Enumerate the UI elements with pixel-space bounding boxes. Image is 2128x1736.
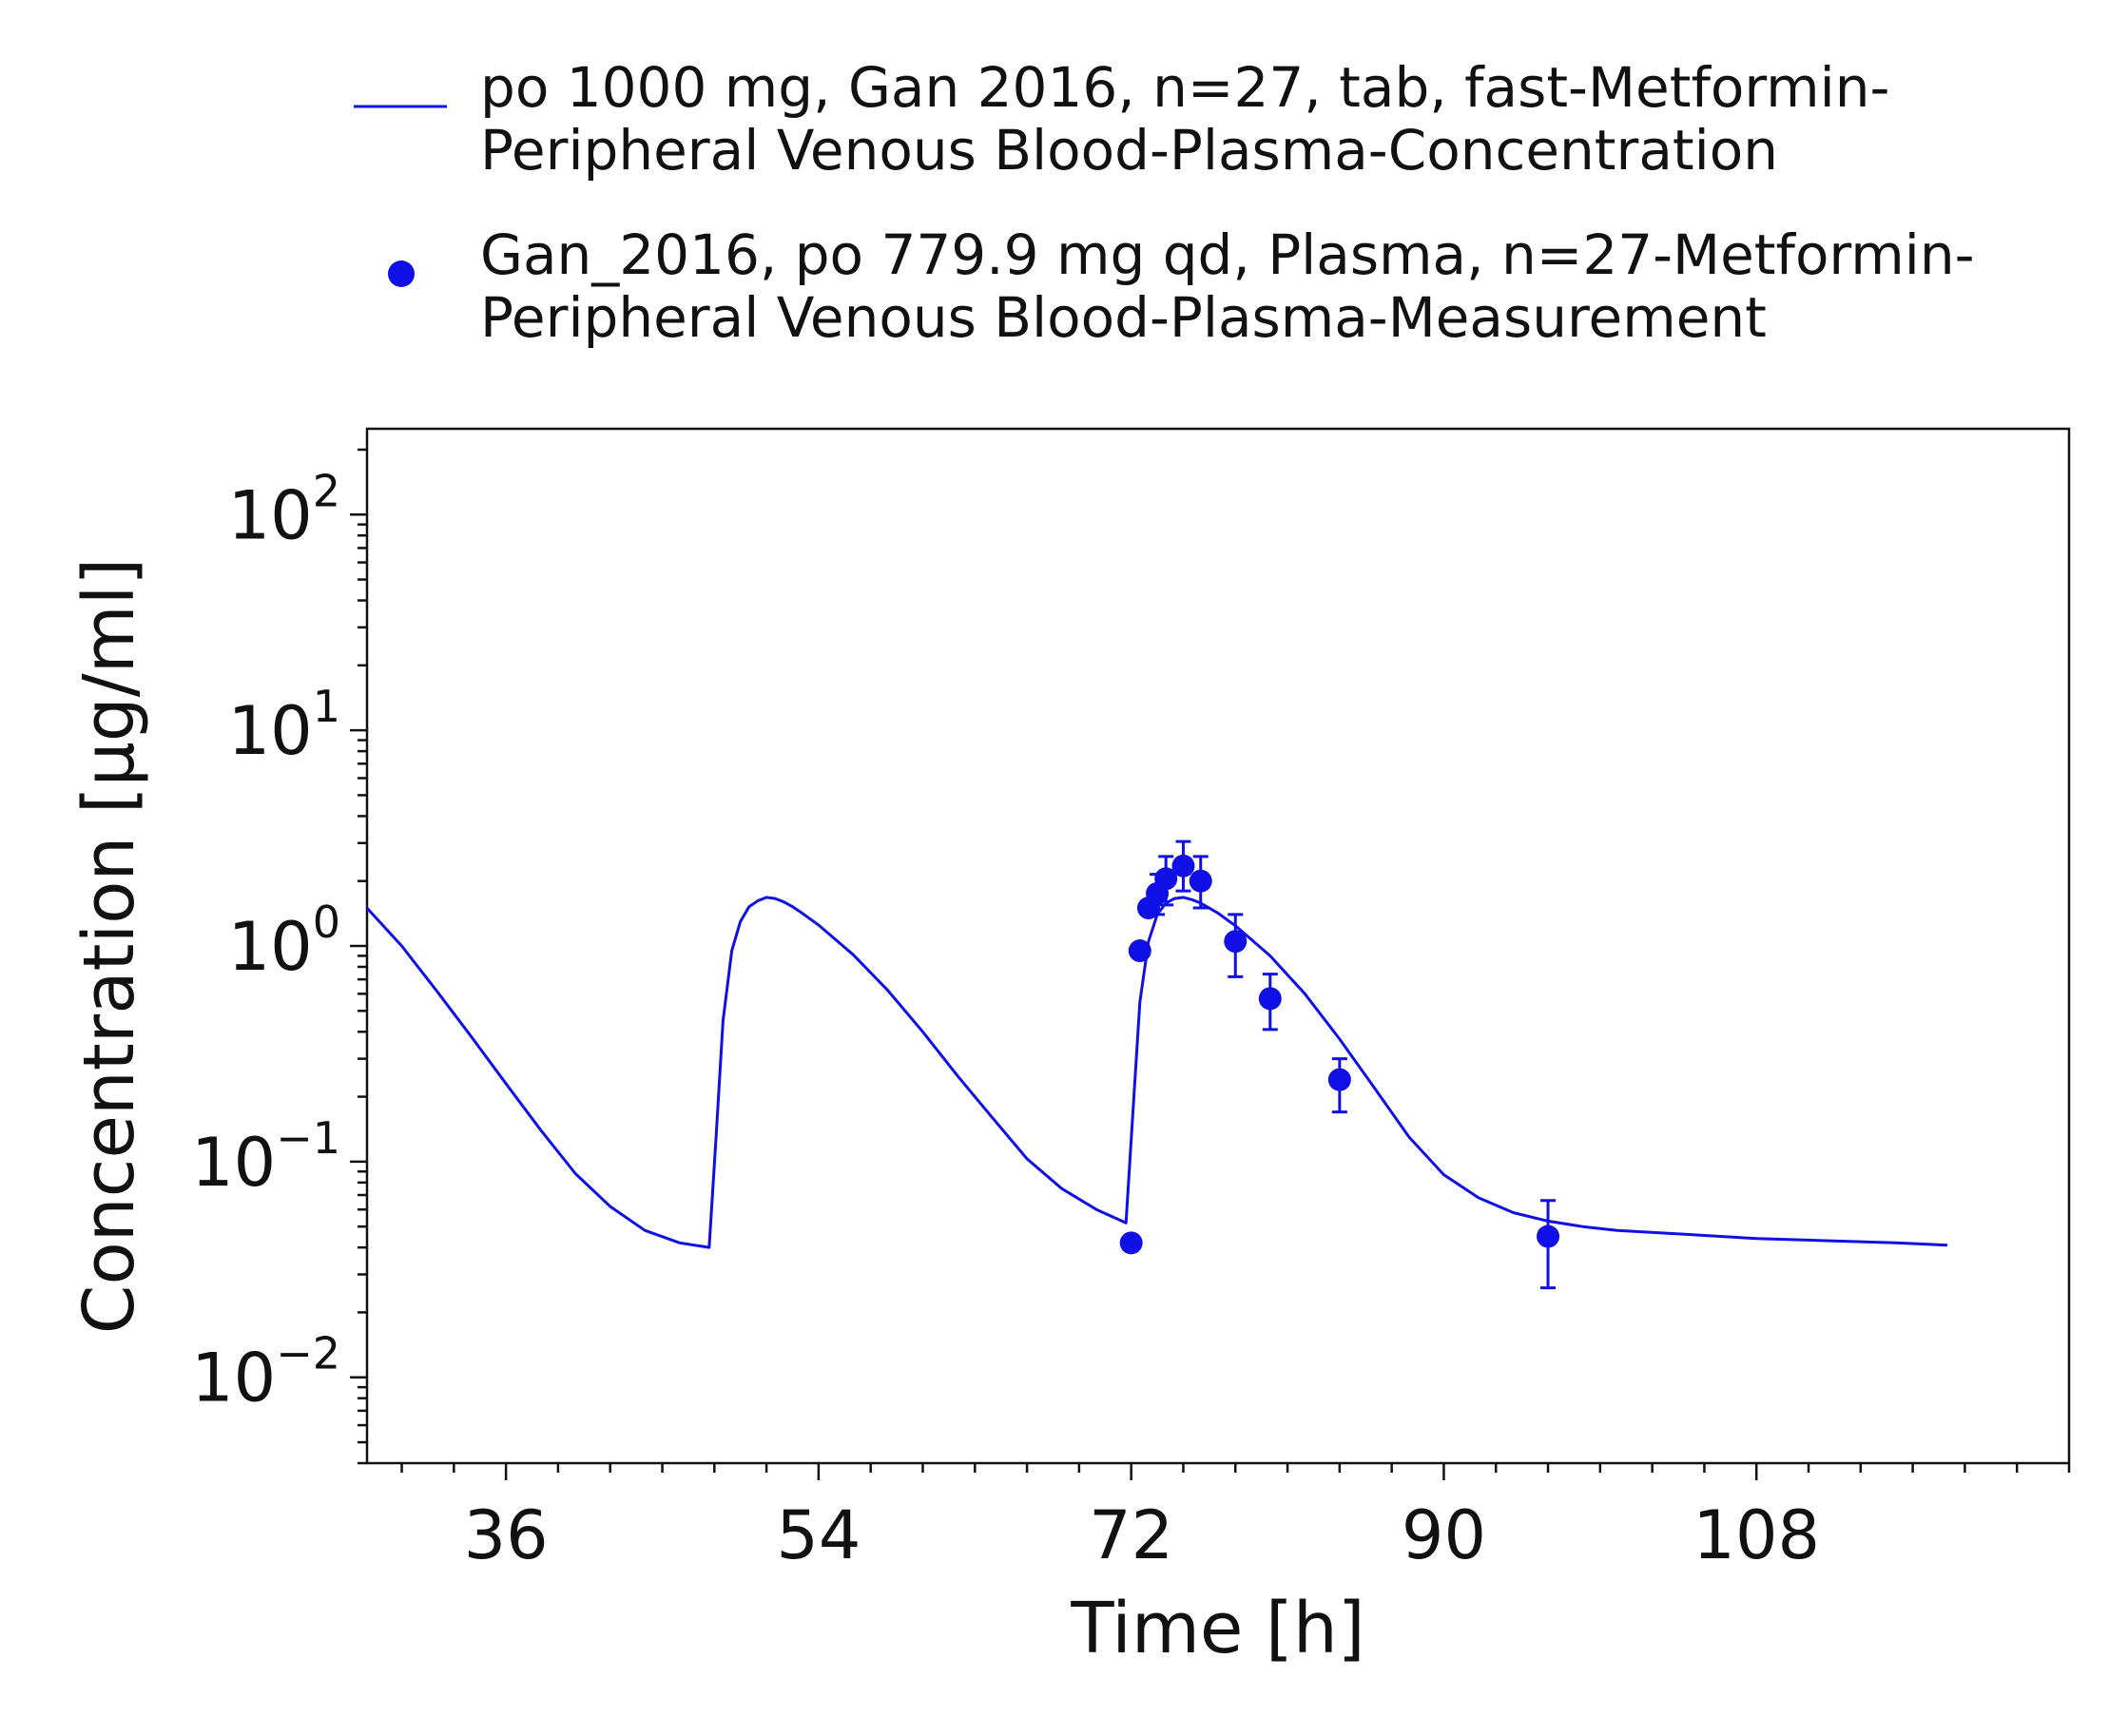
data-point (1154, 867, 1178, 891)
data-point (1119, 1231, 1143, 1255)
y-tick-label: 10−2 (191, 1328, 340, 1418)
legend-marker-swatch (388, 260, 415, 287)
series-line (367, 896, 1948, 1249)
series-layer (367, 839, 1948, 1290)
y-tick-label: 102 (228, 465, 340, 554)
y-tick-label: 100 (228, 897, 340, 986)
legend-item: Gan_2016, po 779.9 mg qd, Plasma, n=27-M… (388, 222, 1975, 350)
x-axis-label: Time [h] (1070, 1588, 1364, 1669)
y-tick-label: 10−1 (191, 1112, 340, 1202)
legend-label: Peripheral Venous Blood-Plasma-Measureme… (480, 285, 1767, 350)
legend-item: po 1000 mg, Gan 2016, n=27, tab, fast-Me… (354, 55, 1889, 183)
data-point (1327, 1068, 1351, 1091)
x-tick-label: 36 (464, 1496, 549, 1574)
data-point (1537, 1225, 1560, 1248)
y-tick-label: 101 (228, 681, 340, 770)
data-point (1128, 939, 1151, 963)
data-point (1171, 854, 1195, 878)
legend-label: Peripheral Venous Blood-Plasma-Concentra… (480, 118, 1778, 183)
legend: po 1000 mg, Gan 2016, n=27, tab, fast-Me… (354, 55, 1975, 350)
data-point (1189, 869, 1212, 893)
data-point (1224, 930, 1248, 954)
x-tick-label: 54 (776, 1496, 861, 1574)
plot-area (365, 427, 2071, 1465)
plot-frame (365, 427, 2071, 1465)
y-axis: 10−2 10−1 100 101 102 (191, 448, 367, 1465)
data-point (1258, 987, 1282, 1011)
x-axis: 36 54 72 90 108 (400, 1463, 2071, 1574)
legend-label: Gan_2016, po 779.9 mg qd, Plasma, n=27-M… (480, 222, 1975, 287)
x-tick-label: 90 (1402, 1496, 1486, 1574)
x-tick-label: 108 (1693, 1496, 1820, 1574)
y-axis-label: Concentration [µg/ml] (68, 558, 150, 1334)
x-tick-label: 72 (1089, 1496, 1173, 1574)
legend-label: po 1000 mg, Gan 2016, n=27, tab, fast-Me… (480, 55, 1889, 120)
